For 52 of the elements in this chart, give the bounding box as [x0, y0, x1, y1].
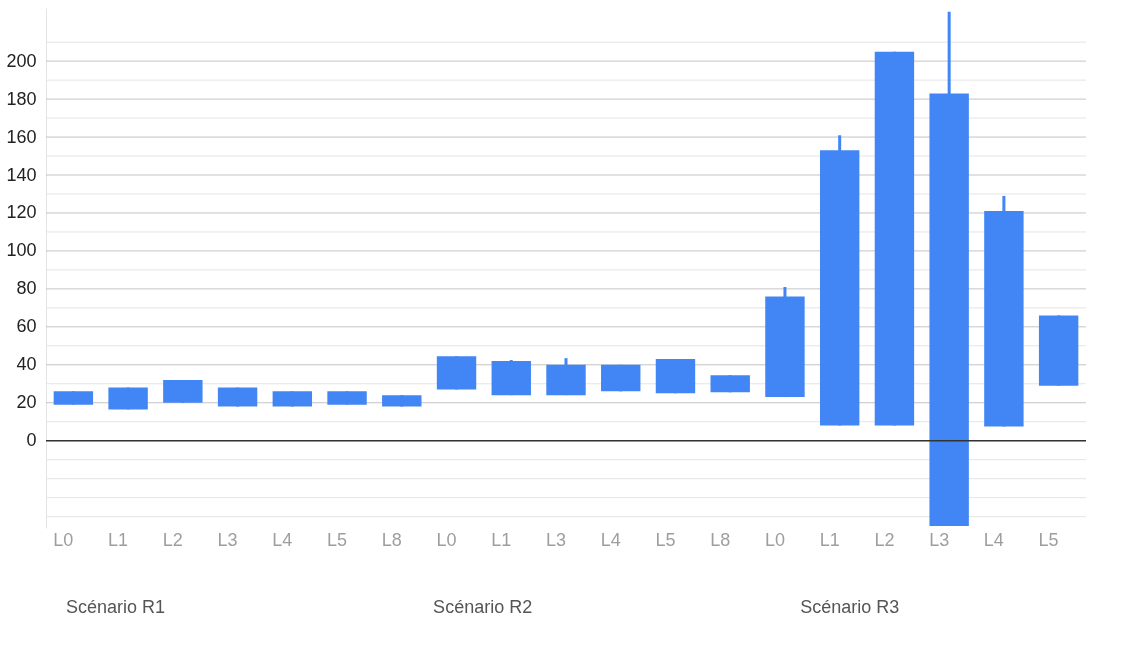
x-tick-label: L2 — [162, 529, 183, 550]
candlestick — [655, 359, 696, 394]
candlestick — [382, 395, 422, 407]
x-tick-label: L1 — [491, 529, 512, 550]
y-tick-label: 40 — [16, 354, 37, 375]
y-tick-label: 140 — [6, 164, 37, 185]
x-tick-label: L1 — [108, 529, 129, 550]
x-tick-label: L8 — [710, 529, 731, 550]
y-tick-label: 160 — [6, 126, 37, 147]
candlestick — [710, 375, 750, 393]
x-tick-label: L0 — [436, 529, 457, 550]
x-tick-label: L5 — [1038, 529, 1059, 550]
candlestick — [984, 194, 1024, 427]
x-tick-label: L0 — [764, 529, 785, 550]
candlestick — [765, 286, 805, 399]
y-tick-label: 0 — [26, 430, 37, 451]
x-tick-label: L5 — [327, 529, 348, 550]
text: Scénario R1 — [66, 597, 166, 617]
y-tick-label: 100 — [6, 240, 37, 261]
x-tick-label: L4 — [983, 529, 1004, 550]
text: Scénario R2 — [433, 597, 533, 617]
candlestick — [491, 360, 531, 397]
candlestick — [874, 51, 915, 426]
x-tick-label: L1 — [819, 529, 840, 550]
y-tick-label: 60 — [16, 316, 37, 337]
x-tick-label: L3 — [545, 529, 566, 550]
x-tick-label: L5 — [655, 529, 676, 550]
candlestick — [217, 387, 258, 407]
x-tick-label: L3 — [929, 529, 950, 550]
candlestick — [601, 363, 641, 392]
candlestick — [819, 135, 860, 426]
candlestick — [1038, 315, 1079, 386]
x-tick-label: L8 — [381, 529, 402, 550]
candlestick — [272, 391, 313, 407]
y-tick-label: 120 — [6, 202, 37, 223]
y-tick-label: 180 — [6, 88, 37, 109]
x-tick-label: L4 — [272, 529, 293, 550]
candlestick — [436, 356, 477, 390]
candlestick — [929, 10, 969, 527]
candlestick — [53, 391, 94, 405]
candlestick — [108, 387, 148, 410]
x-tick-label: L3 — [217, 529, 238, 550]
y-tick-label: 200 — [6, 50, 37, 71]
y-tick-label: 80 — [16, 278, 37, 299]
candlestick — [546, 358, 586, 397]
candlestick — [327, 391, 367, 405]
candlestick — [163, 379, 203, 403]
y-tick-label: 20 — [16, 392, 37, 413]
x-tick-label: L2 — [874, 529, 895, 550]
text: Scénario R3 — [800, 597, 900, 617]
x-tick-label: L4 — [600, 529, 621, 550]
x-tick-label: L0 — [53, 529, 74, 550]
